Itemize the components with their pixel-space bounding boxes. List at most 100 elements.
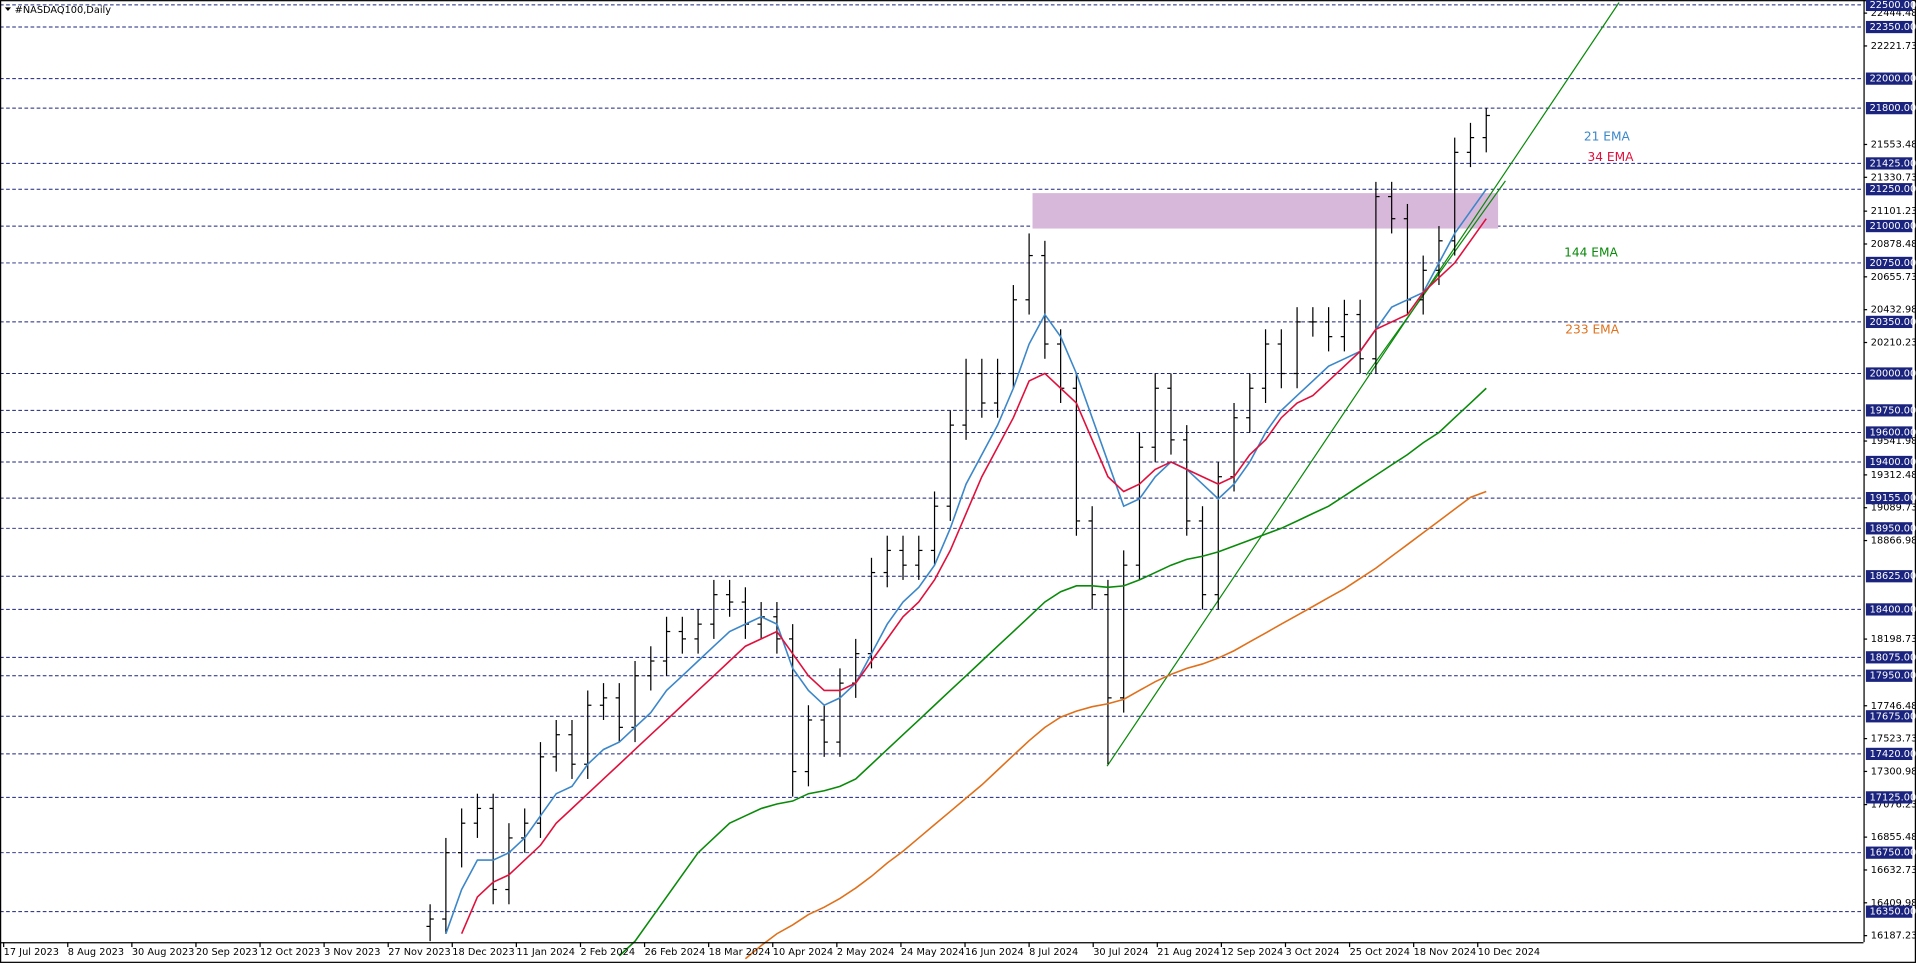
level-label: 19155.00 [1870, 493, 1916, 504]
x-tick-label: 18 Dec 2023 [452, 947, 514, 958]
level-label: 18400.00 [1870, 604, 1916, 615]
x-tick-label: 2 May 2024 [837, 947, 894, 958]
y-tick-label: 16855.48 [1871, 832, 1916, 843]
y-tick-label: 20432.98 [1871, 305, 1916, 316]
level-box [1865, 603, 1913, 616]
level-box [1865, 905, 1913, 918]
y-tick-label: 16187.23 [1871, 931, 1916, 942]
symbol-icon [4, 7, 11, 12]
level-label: 17675.00 [1870, 711, 1916, 722]
x-tick-label: 10 Dec 2024 [1478, 947, 1540, 958]
x-tick-label: 30 Jul 2024 [1093, 947, 1148, 958]
ema-line [744, 490, 1487, 960]
x-tick-label: 18 Mar 2024 [709, 947, 771, 958]
level-label: 22000.00 [1870, 74, 1916, 85]
ema-line [445, 188, 1487, 935]
level-label: 22500.00 [1870, 0, 1916, 11]
legend-label: 233 EMA [1565, 322, 1619, 336]
level-box [1865, 426, 1913, 439]
x-tick-label: 8 Aug 2023 [68, 947, 124, 958]
level-label: 21000.00 [1870, 221, 1916, 232]
level-box [1865, 747, 1913, 761]
level-label: 17125.00 [1870, 792, 1916, 803]
y-tick-label: 20878.48 [1871, 239, 1916, 250]
x-tick-label: 3 Nov 2023 [324, 947, 380, 958]
level-label: 18075.00 [1870, 652, 1916, 663]
level-box [1865, 72, 1913, 85]
x-tick-label: 16 Jun 2024 [965, 947, 1024, 958]
x-tick-label: 18 Nov 2024 [1414, 947, 1477, 958]
x-tick-label: 27 Nov 2023 [388, 947, 451, 958]
level-box [1865, 455, 1913, 469]
level-box [1865, 791, 1913, 804]
level-label: 18625.00 [1870, 571, 1916, 582]
level-label: 19750.00 [1870, 405, 1916, 416]
x-tick-label: 20 Sep 2023 [196, 947, 258, 958]
levels [0, 4, 1864, 913]
x-tick-label: 12 Sep 2024 [1221, 947, 1283, 958]
level-label: 16350.00 [1870, 907, 1916, 918]
x-tick-label: 2 Feb 2024 [580, 947, 635, 958]
y-tick-label: 21330.73 [1871, 172, 1916, 183]
y-tick-label: 17746.48 [1871, 701, 1916, 712]
level-label: 21425.00 [1870, 158, 1916, 169]
level-box [1865, 0, 1913, 12]
level-box [1865, 219, 1913, 233]
level-label: 18950.00 [1870, 523, 1916, 534]
y-tick-label: 20655.73 [1871, 272, 1916, 283]
level-box [1865, 20, 1913, 34]
x-tick-label: 11 Jan 2024 [516, 947, 575, 958]
y-tick-label: 19312.48 [1871, 470, 1916, 481]
level-box [1865, 102, 1913, 115]
level-label: 16750.00 [1870, 848, 1916, 859]
level-box [1865, 367, 1913, 380]
level-box [1865, 846, 1913, 859]
x-tick-label: 12 Oct 2023 [260, 947, 320, 958]
y-tick-label: 16632.73 [1871, 865, 1916, 876]
x-tick-label: 17 Jul 2023 [4, 947, 59, 958]
y-tick-label: 20210.23 [1871, 338, 1916, 349]
level-box [1865, 491, 1913, 505]
level-label: 20000.00 [1870, 369, 1916, 380]
level-label: 17420.00 [1870, 749, 1916, 760]
level-box [1865, 710, 1913, 723]
level-label: 21250.00 [1870, 184, 1916, 195]
level-box [1865, 669, 1913, 682]
level-label: 17950.00 [1870, 671, 1916, 682]
legend-label: 144 EMA [1564, 245, 1618, 259]
legend-label: 21 EMA [1584, 129, 1631, 143]
y-tick-label: 22444.48 [1871, 8, 1916, 19]
x-tick-label: 24 May 2024 [901, 947, 965, 958]
y-tick-label: 21101.23 [1871, 206, 1916, 217]
x-tick-label: 8 Jul 2024 [1029, 947, 1078, 958]
trend-line [1106, 2, 1620, 767]
legend-label: 34 EMA [1588, 150, 1635, 164]
y-tick-label: 21553.48 [1871, 139, 1916, 150]
level-box [1865, 651, 1913, 664]
level-label: 20750.00 [1870, 258, 1916, 269]
chart-title: #NASDAQ100,Daily [15, 5, 112, 16]
level-box [1865, 522, 1913, 535]
y-tick-label: 16409.98 [1871, 898, 1916, 909]
level-box [1865, 256, 1913, 270]
y-tick-label: 18198.73 [1871, 634, 1916, 645]
x-tick-label: 26 Feb 2024 [645, 947, 706, 958]
level-box [1865, 404, 1913, 417]
y-tick-label: 19541.98 [1871, 436, 1916, 447]
x-tick-label: 10 Apr 2024 [773, 947, 833, 958]
level-box [1865, 157, 1913, 170]
level-label: 19400.00 [1870, 457, 1916, 468]
ema-line [618, 387, 1487, 957]
y-tick-label: 22221.73 [1871, 41, 1916, 52]
ema-line [460, 218, 1487, 935]
y-tick-label: 17523.73 [1871, 734, 1916, 745]
x-tick-label: 30 Aug 2023 [132, 947, 195, 958]
y-tick-label: 17300.98 [1871, 766, 1916, 777]
x-tick-label: 25 Oct 2024 [1350, 947, 1410, 958]
x-tick-label: 3 Oct 2024 [1285, 947, 1339, 958]
level-box [1865, 183, 1913, 196]
